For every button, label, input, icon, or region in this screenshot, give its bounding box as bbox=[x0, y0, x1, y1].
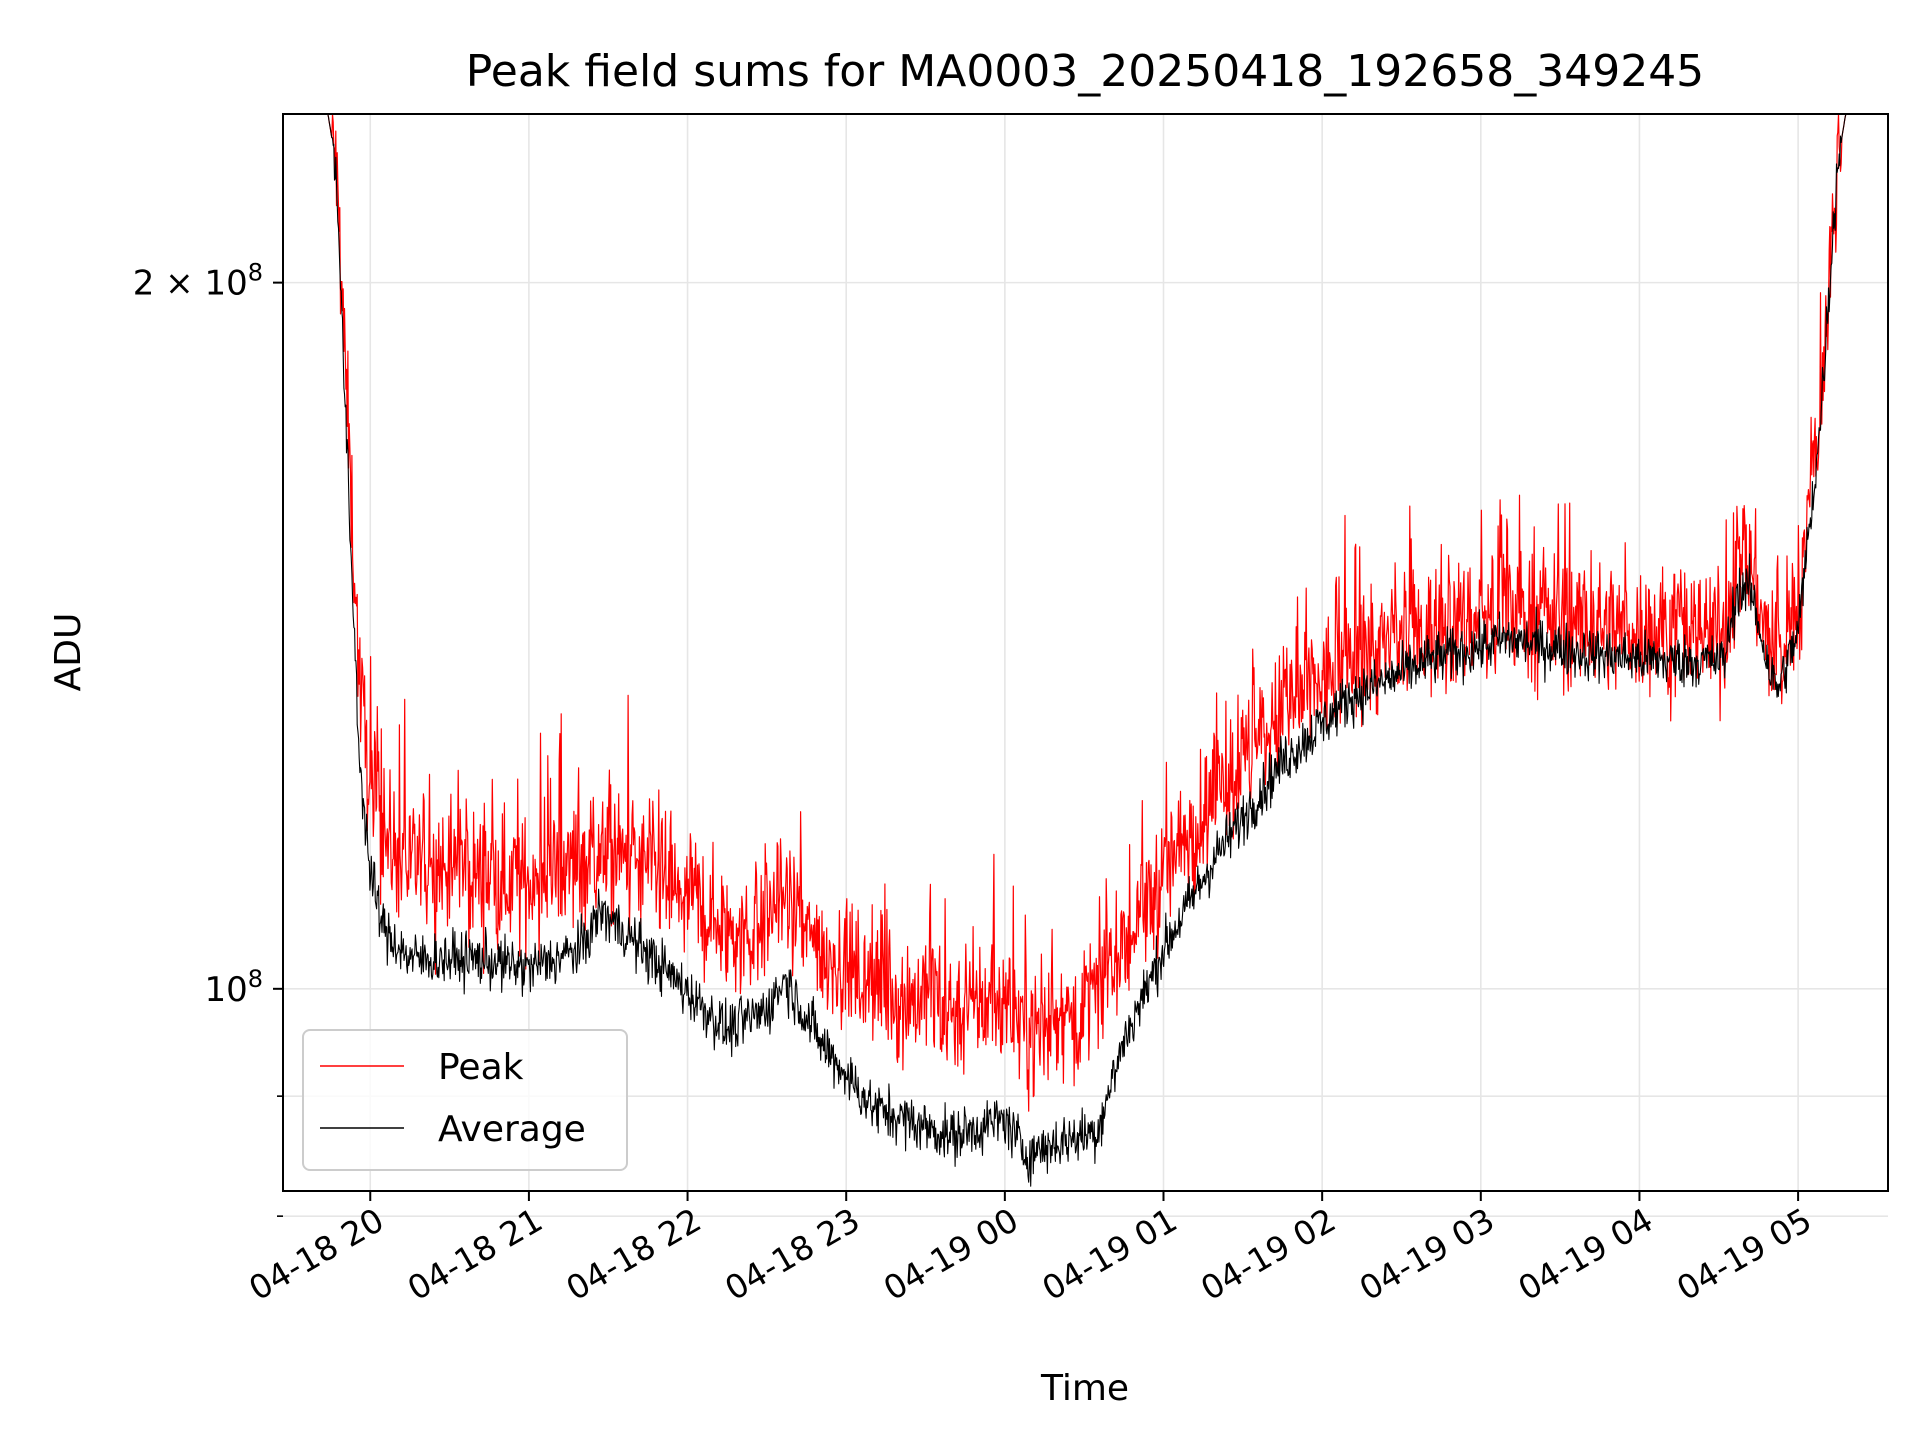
chart-title: Peak field sums for MA0003_20250418_1926… bbox=[466, 46, 1704, 97]
y-tick-exponent: 8 bbox=[248, 965, 263, 993]
plot-frame bbox=[282, 113, 1889, 1192]
x-axis-label: Time bbox=[1040, 1368, 1129, 1409]
legend-label-average: Average bbox=[438, 1109, 586, 1150]
y-tick-label: 108 bbox=[204, 965, 263, 1010]
y-tick-label: 2 × 108 bbox=[133, 259, 263, 304]
y-tick-base: 10 bbox=[204, 264, 247, 304]
legend: Peak Average bbox=[302, 1029, 628, 1171]
legend-label-peak: Peak bbox=[438, 1047, 524, 1088]
y-axis-label: ADU bbox=[48, 613, 89, 692]
legend-box bbox=[302, 1029, 628, 1171]
y-tick-exponent: 8 bbox=[248, 259, 263, 287]
series-layer bbox=[283, 114, 1888, 1187]
y-tick-mantissa: 2 × bbox=[133, 264, 205, 304]
series-line-average bbox=[283, 114, 1888, 1187]
y-tick-base: 10 bbox=[204, 970, 247, 1010]
series-line-peak bbox=[283, 114, 1888, 1112]
